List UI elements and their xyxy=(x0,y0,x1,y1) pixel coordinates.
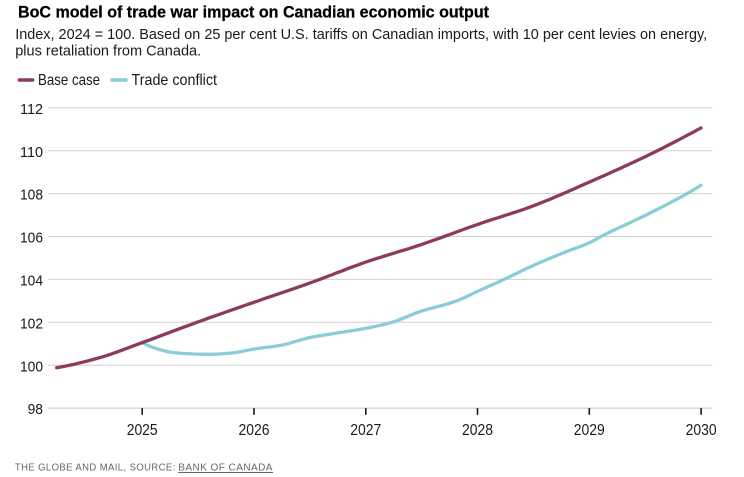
svg-text:104: 104 xyxy=(20,273,43,290)
svg-text:Index, 2024 = 100. Based on 25: Index, 2024 = 100. Based on 25 per cent … xyxy=(15,26,707,43)
svg-text:Base case: Base case xyxy=(38,72,100,89)
svg-text:BoC model of trade war impact: BoC model of trade war impact on Canadia… xyxy=(18,3,489,22)
svg-text:plus retaliation from Canada.: plus retaliation from Canada. xyxy=(15,43,201,60)
svg-text:2025: 2025 xyxy=(127,422,158,439)
svg-text:108: 108 xyxy=(20,187,43,204)
svg-text:112: 112 xyxy=(20,101,43,118)
svg-text:102: 102 xyxy=(20,315,43,332)
svg-text:98: 98 xyxy=(28,401,43,418)
svg-text:2028: 2028 xyxy=(462,422,493,439)
svg-text:THE GLOBE AND MAIL, SOURCE:: THE GLOBE AND MAIL, SOURCE: xyxy=(15,462,176,473)
svg-text:106: 106 xyxy=(20,230,43,247)
svg-text:2030: 2030 xyxy=(686,422,717,439)
svg-text:2026: 2026 xyxy=(239,422,270,439)
svg-text:100: 100 xyxy=(20,358,43,375)
svg-text:BANK OF CANADA: BANK OF CANADA xyxy=(178,462,273,473)
svg-text:Trade conflict: Trade conflict xyxy=(132,72,218,89)
svg-text:2029: 2029 xyxy=(574,422,605,439)
svg-text:110: 110 xyxy=(20,144,43,161)
svg-text:2027: 2027 xyxy=(350,422,381,439)
